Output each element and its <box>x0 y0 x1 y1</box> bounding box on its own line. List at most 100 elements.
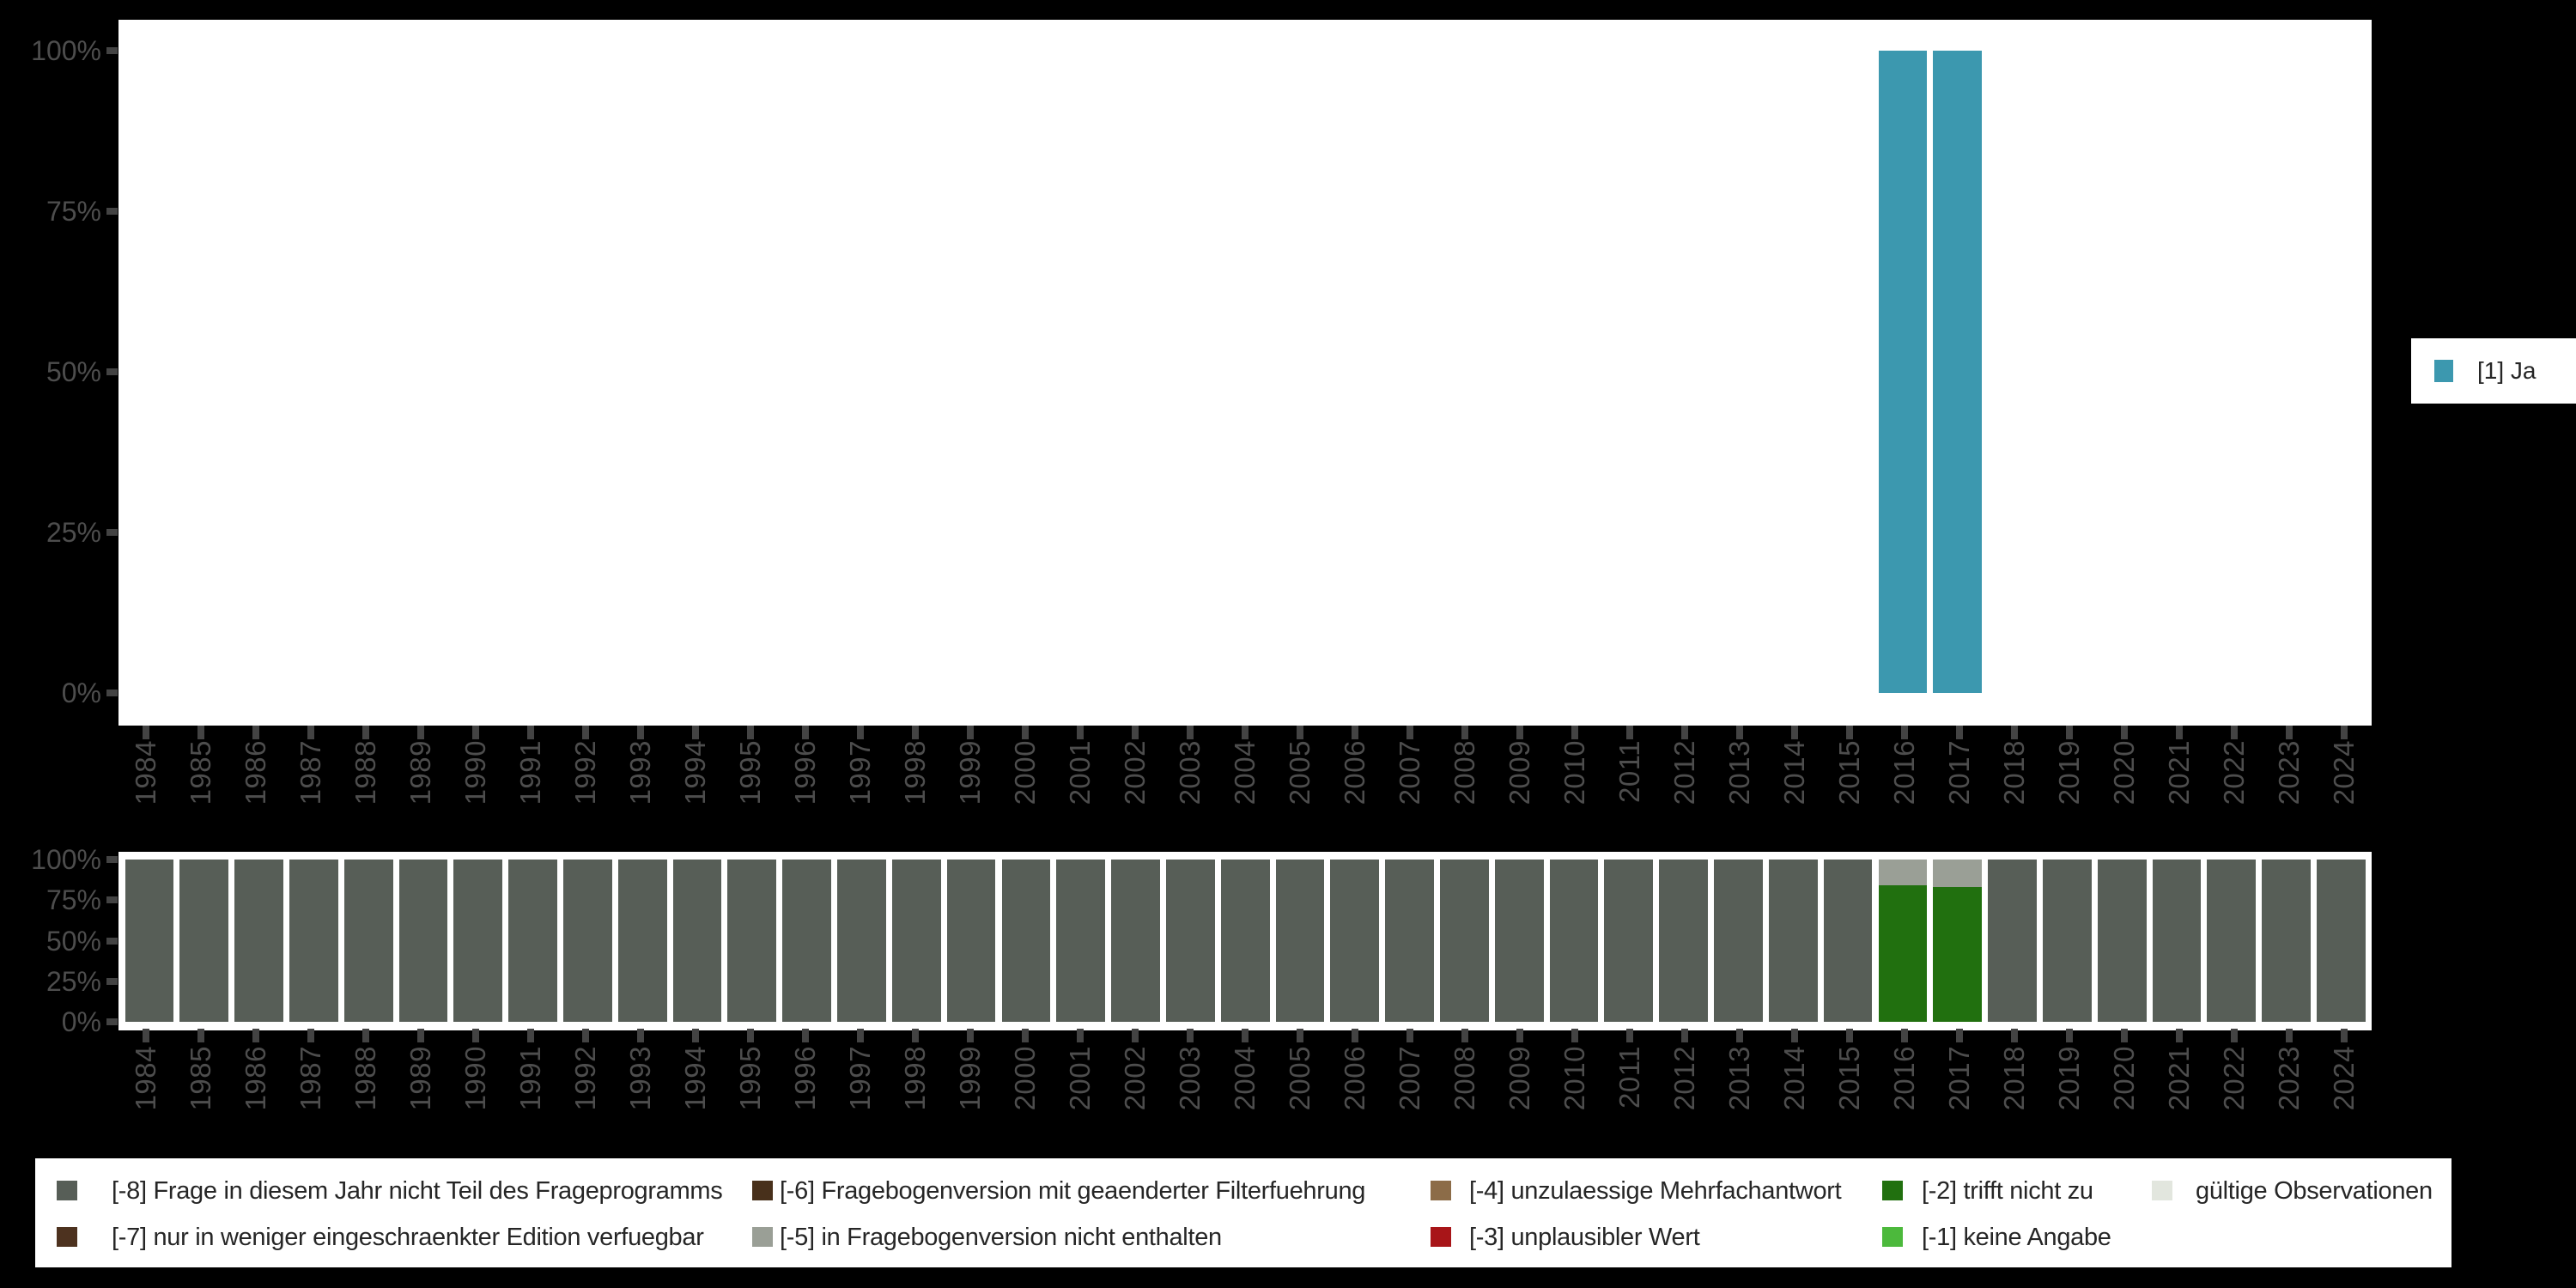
x-axis-label: 2009 <box>1504 740 1535 805</box>
x-axis-tick <box>1791 1029 1798 1042</box>
bar-segment[interactable] <box>1494 860 1544 1022</box>
y-axis-tick <box>106 937 118 945</box>
bar-segment[interactable] <box>2097 860 2147 1022</box>
x-axis-label: 2013 <box>1723 740 1755 805</box>
bar-segment[interactable] <box>2207 860 2257 1022</box>
year-band <box>1218 51 1273 693</box>
y-axis-label: 0% <box>61 1006 101 1037</box>
x-axis-label: 2019 <box>2053 1046 2085 1111</box>
year-band <box>835 860 890 1022</box>
bar-segment[interactable] <box>1056 860 1106 1022</box>
bar-segment[interactable] <box>1001 860 1051 1022</box>
x-axis-tick <box>1571 1029 1578 1042</box>
x-axis-tick <box>967 726 974 739</box>
bar-segment[interactable] <box>343 860 393 1022</box>
year-band <box>780 51 835 693</box>
bar-segment[interactable] <box>1878 885 1928 1022</box>
x-axis-tick <box>143 1029 149 1042</box>
bar-segment[interactable] <box>1220 860 1270 1022</box>
bar-segment[interactable] <box>398 860 448 1022</box>
x-axis-label: 1988 <box>349 740 381 805</box>
bar-segment[interactable] <box>1933 887 1983 1022</box>
x-axis-label: 1994 <box>679 1046 711 1111</box>
x-axis-tick <box>1571 726 1578 739</box>
bar-segment[interactable] <box>1385 860 1434 1022</box>
bar-segment[interactable] <box>1823 860 1873 1022</box>
bar-segment[interactable] <box>617 860 667 1022</box>
x-axis-label: 1993 <box>624 1046 656 1111</box>
bar-segment[interactable] <box>125 860 174 1022</box>
x-axis-tick <box>2286 726 2293 739</box>
x-axis-label: 2008 <box>1449 1046 1480 1111</box>
bar-segment[interactable] <box>1165 860 1215 1022</box>
bar-segment[interactable] <box>946 860 996 1022</box>
year-band <box>2039 860 2094 1022</box>
bar-segment[interactable] <box>2042 860 2092 1022</box>
year-band <box>2314 51 2369 693</box>
x-axis-label: 2008 <box>1449 740 1480 805</box>
bar-segment[interactable] <box>2317 860 2366 1022</box>
x-axis-tick <box>747 1029 754 1042</box>
bar-segment[interactable] <box>179 860 229 1022</box>
year-band <box>451 860 506 1022</box>
x-axis-tick <box>2121 1029 2128 1042</box>
y-axis-label: 50% <box>46 925 101 957</box>
bar-segment[interactable] <box>2262 860 2311 1022</box>
bar-segment[interactable] <box>891 860 941 1022</box>
year-band <box>1875 860 1930 1022</box>
bar-segment[interactable] <box>1111 860 1160 1022</box>
bar-segment[interactable] <box>1714 860 1763 1022</box>
bar-segment[interactable] <box>453 860 503 1022</box>
year-band <box>232 860 287 1022</box>
missing-legend-swatch <box>1431 1227 1451 1247</box>
bar-segment[interactable] <box>837 860 886 1022</box>
bar-segment[interactable] <box>289 860 338 1022</box>
bar-segment[interactable] <box>1878 860 1928 886</box>
bar-segment[interactable] <box>1933 860 1983 888</box>
missing-legend-swatch <box>1882 1227 1903 1247</box>
bar-segment[interactable] <box>1878 51 1928 693</box>
bar-segment[interactable] <box>2152 860 2202 1022</box>
y-axis-label: 50% <box>46 356 101 387</box>
year-band <box>1656 860 1711 1022</box>
bar-segment[interactable] <box>1330 860 1380 1022</box>
x-axis-label: 2002 <box>1119 740 1151 805</box>
x-axis-tick <box>2066 726 2073 739</box>
year-band <box>122 860 177 1022</box>
x-axis-label: 1998 <box>899 740 931 805</box>
bar-segment[interactable] <box>1768 860 1818 1022</box>
y-axis-label: 100% <box>31 844 101 875</box>
bar-segment[interactable] <box>1659 860 1709 1022</box>
x-axis-tick <box>1297 726 1303 739</box>
x-axis-label: 2021 <box>2163 740 2195 805</box>
bar-segment[interactable] <box>782 860 832 1022</box>
x-axis-tick <box>1681 1029 1688 1042</box>
x-axis-tick <box>1352 1029 1358 1042</box>
year-band <box>889 51 944 693</box>
year-band <box>1327 51 1382 693</box>
bar-segment[interactable] <box>1988 860 2037 1022</box>
missing-legend-swatch <box>2152 1181 2172 1200</box>
y-axis-label: 75% <box>46 196 101 227</box>
bar-segment[interactable] <box>1440 860 1489 1022</box>
bar-segment[interactable] <box>508 860 557 1022</box>
x-axis-label: 2007 <box>1394 740 1425 805</box>
year-band <box>396 51 451 693</box>
bar-segment[interactable] <box>1549 860 1599 1022</box>
year-band <box>615 51 670 693</box>
bar-segment[interactable] <box>1604 860 1654 1022</box>
x-axis-tick <box>1626 726 1633 739</box>
year-band <box>2149 860 2204 1022</box>
x-axis-label: 1992 <box>569 1046 601 1111</box>
x-axis-tick <box>2341 1029 2348 1042</box>
bar-segment[interactable] <box>672 860 722 1022</box>
bar-segment[interactable] <box>1933 51 1983 693</box>
bar-segment[interactable] <box>234 860 283 1022</box>
x-axis-tick <box>1077 1029 1084 1042</box>
bar-segment[interactable] <box>563 860 612 1022</box>
year-band <box>2094 860 2149 1022</box>
bar-segment[interactable] <box>1275 860 1325 1022</box>
year-band <box>2094 51 2149 693</box>
bar-segment[interactable] <box>727 860 777 1022</box>
x-axis-label: 1989 <box>404 1046 436 1111</box>
